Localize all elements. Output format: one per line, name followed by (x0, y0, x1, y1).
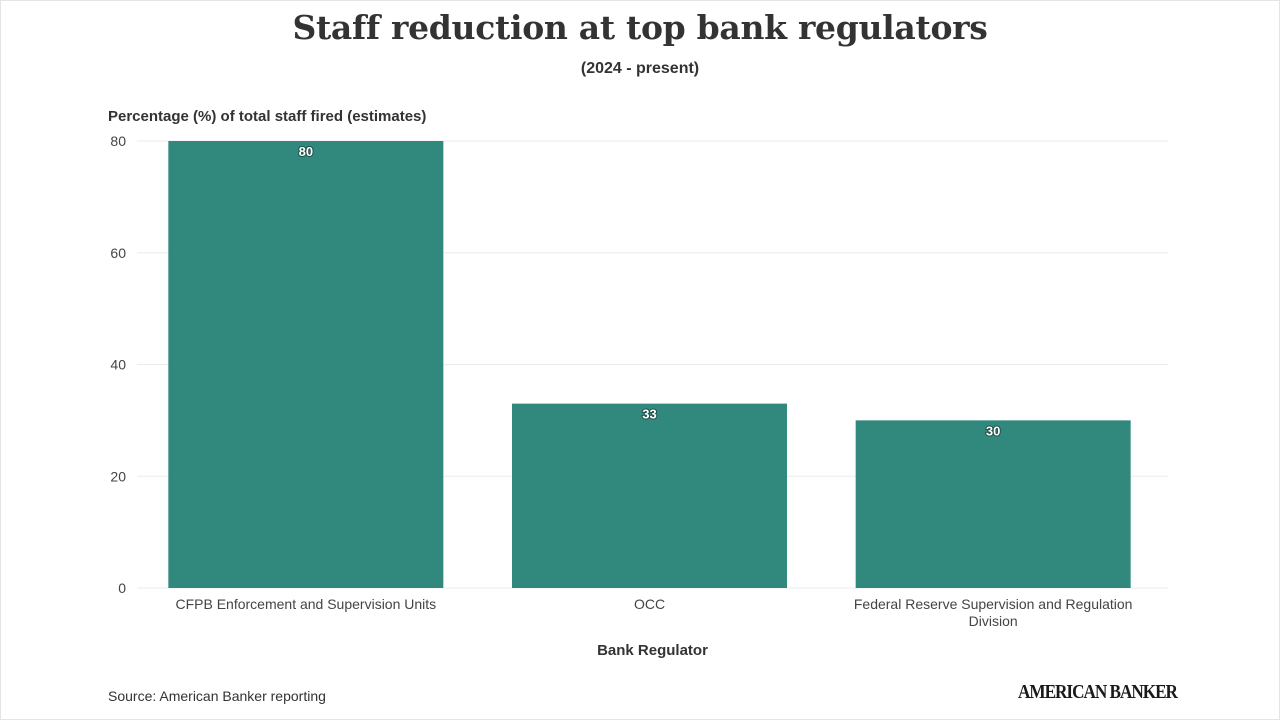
x-tick-label: CFPB Enforcement and Supervision Units (175, 596, 436, 612)
x-axis-label: Bank Regulator (597, 642, 708, 659)
data-label: 33 (642, 407, 656, 422)
y-tick-label: 20 (110, 468, 126, 484)
data-label: 80 (299, 144, 313, 159)
y-tick-label: 40 (110, 357, 126, 373)
data-label: 30 (986, 423, 1000, 438)
y-axis-label: Percentage (%) of total staff fired (est… (108, 108, 427, 125)
y-tick-label: 0 (118, 580, 126, 596)
y-tick-label: 60 (110, 245, 126, 261)
chart-title: Staff reduction at top bank regulators (292, 8, 988, 47)
bar (512, 403, 787, 588)
bar (855, 420, 1131, 588)
bar (168, 141, 444, 588)
y-tick-label: 80 (110, 133, 126, 149)
x-tick-label: Division (969, 613, 1018, 629)
source-note: Source: American Banker reporting (108, 688, 326, 704)
chart-subtitle: (2024 - present) (580, 60, 700, 77)
x-tick-label: Federal Reserve Supervision and Regulati… (854, 596, 1133, 612)
american-banker-logo: AMERICAN BANKER (1018, 681, 1178, 703)
x-tick-label: OCC (634, 596, 665, 612)
